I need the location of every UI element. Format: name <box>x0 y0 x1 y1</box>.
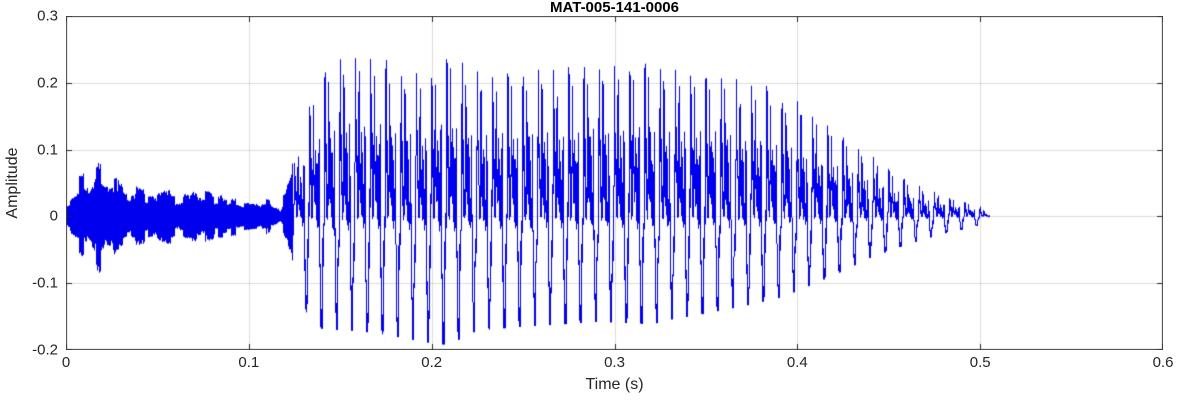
y-tick-label: 0.1 <box>37 141 58 159</box>
x-tick-label: 0.4 <box>786 354 808 371</box>
x-tick-label: 0.3 <box>604 354 625 371</box>
x-axis-label: Time (s) <box>585 376 644 393</box>
chart-title: MAT-005-141-0006 <box>550 0 679 16</box>
x-tick-label: 0.5 <box>969 354 991 371</box>
y-tick-label: -0.2 <box>32 341 58 359</box>
y-tick-label: 0.3 <box>37 7 58 25</box>
x-tick-label: 0.1 <box>238 354 260 371</box>
x-tick-label: 0.6 <box>1152 354 1174 371</box>
plot-canvas <box>66 16 1163 350</box>
y-tick-label: -0.1 <box>32 274 58 292</box>
y-tick-label: 0 <box>49 207 58 225</box>
y-tick-label: 0.2 <box>37 74 58 92</box>
x-tick-label: 0.2 <box>421 354 443 371</box>
y-axis-label: Amplitude <box>4 147 21 219</box>
x-tick-label: 0 <box>61 354 71 371</box>
